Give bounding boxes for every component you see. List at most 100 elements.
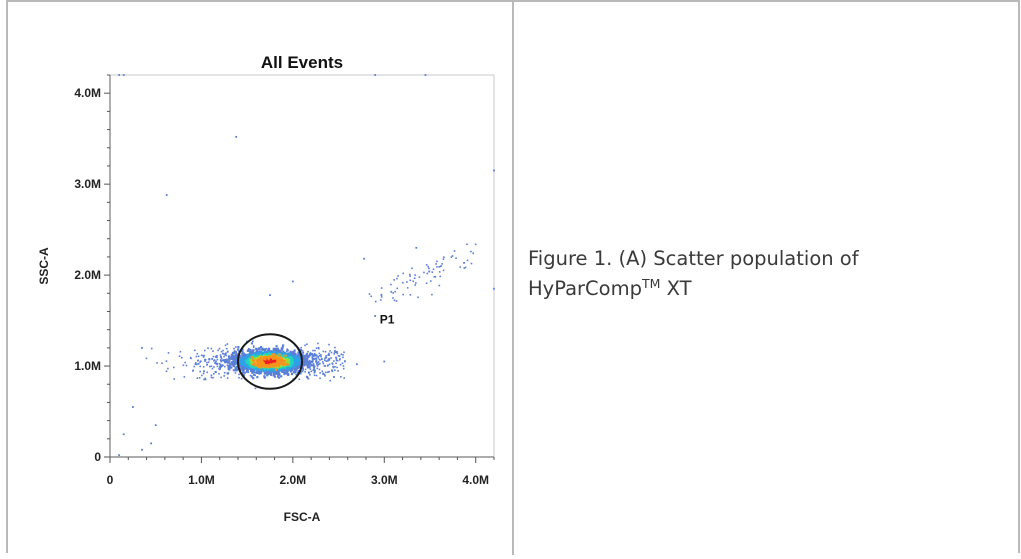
data-point [267, 360, 271, 363]
data-point [284, 356, 287, 359]
data-point [290, 351, 293, 354]
data-point [289, 367, 292, 370]
data-point [150, 347, 153, 350]
data-point [263, 369, 266, 372]
data-point [279, 362, 283, 365]
data-point [302, 369, 304, 372]
data-point [244, 356, 247, 359]
data-point [277, 370, 280, 374]
data-point [122, 433, 125, 436]
data-point [226, 364, 229, 366]
data-point [263, 375, 266, 378]
data-point [406, 281, 408, 283]
data-point [167, 352, 170, 354]
data-point [225, 358, 228, 361]
data-point [199, 370, 201, 373]
data-point [230, 361, 233, 364]
data-point [315, 374, 318, 377]
data-point [268, 352, 272, 356]
data-point [287, 368, 290, 371]
data-point [268, 355, 272, 359]
data-point [297, 357, 300, 361]
data-point [336, 359, 339, 362]
data-point [453, 250, 456, 252]
data-point [240, 367, 243, 370]
data-point [237, 348, 240, 351]
data-point [474, 243, 477, 246]
data-point [343, 377, 346, 379]
data-point [289, 369, 291, 372]
data-point [287, 354, 290, 357]
data-point [199, 361, 201, 363]
data-point [313, 370, 316, 373]
data-point [335, 351, 337, 354]
data-point [288, 358, 292, 362]
data-point [248, 354, 251, 358]
data-point [281, 370, 284, 373]
data-point [261, 352, 264, 355]
data-point [274, 352, 277, 355]
data-point [256, 370, 259, 373]
data-point [235, 346, 237, 348]
data-point [251, 363, 254, 366]
data-point [266, 358, 269, 361]
data-point [248, 348, 251, 352]
data-point [289, 360, 293, 363]
data-point [202, 356, 205, 358]
data-point [204, 360, 206, 362]
data-point [442, 258, 445, 260]
data-point [282, 344, 285, 347]
data-point [313, 352, 316, 355]
x-tick-label: 3.0M [371, 473, 398, 487]
data-point [213, 366, 215, 368]
data-point [207, 347, 209, 350]
data-point [234, 358, 238, 361]
data-point [248, 356, 251, 359]
data-point [215, 355, 218, 358]
data-point [317, 347, 320, 350]
data-point [333, 351, 336, 353]
data-point [299, 359, 302, 362]
data-point [427, 265, 430, 268]
y-tick-label: 0 [94, 450, 101, 464]
data-point [438, 271, 441, 273]
data-point [343, 351, 345, 354]
data-point [264, 349, 267, 352]
data-point [223, 371, 226, 374]
data-point [292, 353, 296, 356]
data-point [324, 357, 326, 360]
data-point [396, 287, 398, 290]
data-point [409, 279, 412, 282]
data-point [249, 369, 253, 373]
data-point [248, 363, 251, 366]
data-point [282, 359, 285, 362]
data-point [204, 358, 207, 361]
data-point [219, 364, 223, 367]
data-point [282, 355, 285, 358]
data-point [277, 357, 280, 360]
data-point [439, 265, 442, 268]
data-point [334, 346, 336, 349]
data-point [268, 351, 272, 354]
data-point [415, 282, 417, 284]
data-point [284, 363, 287, 366]
data-point [370, 295, 373, 298]
data-point [308, 366, 311, 369]
x-tick-label: 1.0M [188, 473, 215, 487]
data-point [334, 365, 336, 368]
data-point [193, 365, 196, 368]
data-point [315, 347, 318, 349]
data-point [257, 347, 260, 350]
data-point [266, 363, 269, 366]
data-point [243, 367, 246, 370]
data-point [272, 348, 276, 352]
data-point [306, 357, 309, 360]
data-point [438, 284, 441, 287]
data-point [262, 348, 265, 351]
data-point [283, 366, 287, 369]
data-point [334, 349, 336, 352]
data-point [206, 371, 209, 374]
data-point [312, 366, 316, 369]
data-point [264, 353, 268, 356]
data-point [239, 360, 242, 364]
